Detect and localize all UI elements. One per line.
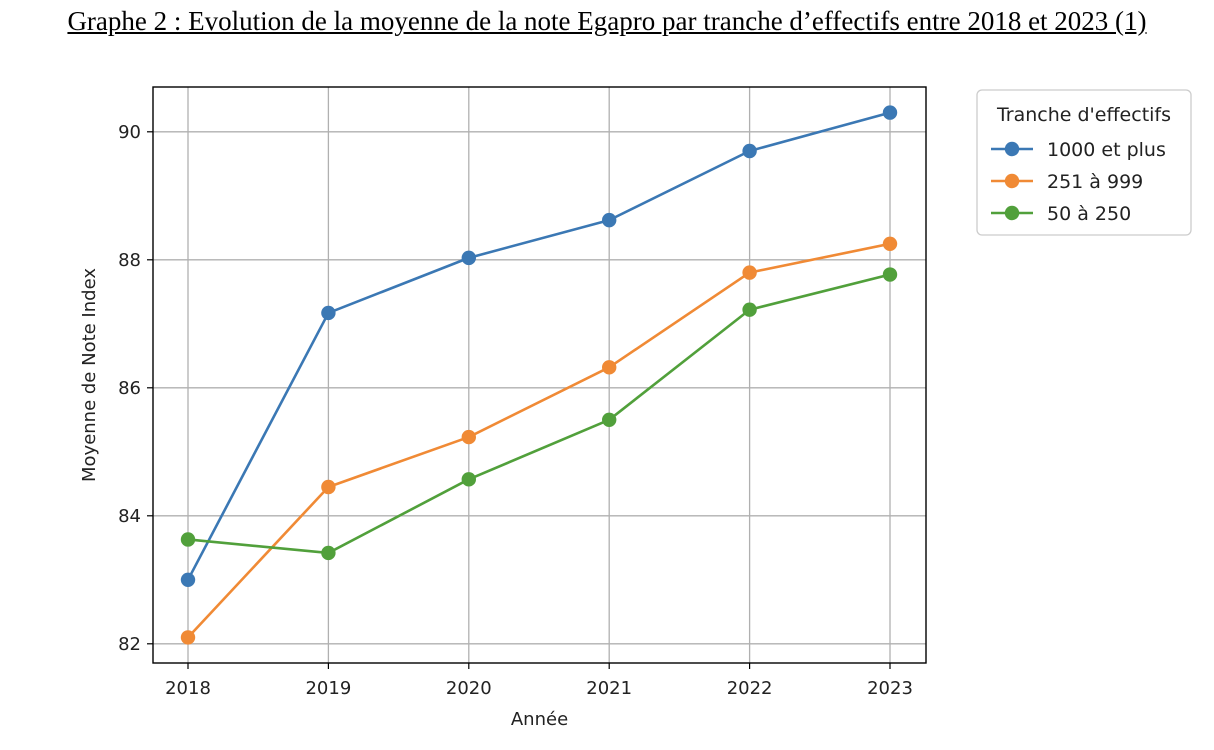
- legend-title: Tranche d'effectifs: [996, 104, 1171, 126]
- plot-area: [153, 87, 926, 663]
- y-tick-label-86: 86: [118, 378, 141, 399]
- legend-label-2: 50 à 250: [1047, 203, 1131, 225]
- data-point-s1-2023: [882, 236, 898, 251]
- data-point-s0-2023: [882, 105, 898, 120]
- data-point-s0-2020: [461, 250, 476, 266]
- data-point-s2-2021: [602, 412, 617, 427]
- y-tick-label-90: 90: [118, 122, 141, 143]
- data-point-s2-2023: [882, 267, 898, 282]
- data-point-s2-2022: [742, 302, 757, 317]
- legend-box: [976, 89, 1192, 236]
- data-point-s2-2019: [321, 545, 336, 561]
- data-point-s0-2019: [321, 305, 336, 321]
- data-point-s2-2020: [461, 472, 476, 487]
- y-axis-label: Moyenne de Note Index: [79, 268, 100, 482]
- legend-label-1: 251 à 999: [1047, 171, 1143, 193]
- x-tick-label-2023: 2023: [867, 678, 913, 699]
- data-point-s1-2019: [321, 479, 336, 495]
- page-title: Graphe 2 : Evolution de la moyenne de la…: [67, 6, 1147, 36]
- legend-marker-1: [1004, 173, 1020, 189]
- y-tick-label-88: 88: [118, 250, 141, 271]
- axes-frame: [152, 86, 927, 664]
- y-tick-label-84: 84: [118, 506, 141, 527]
- y-tick-label-82: 82: [118, 634, 141, 655]
- data-point-s0-2018: [180, 572, 196, 587]
- series-line-0: [186, 111, 891, 581]
- series-line-1: [187, 242, 891, 639]
- legend-marker-0: [1004, 141, 1020, 157]
- x-tick-label-2022: 2022: [727, 678, 773, 699]
- legend-label-0: 1000 et plus: [1047, 139, 1166, 161]
- data-point-s1-2021: [602, 360, 617, 375]
- data-point-s1-2022: [742, 265, 757, 280]
- data-point-s1-2018: [180, 630, 196, 645]
- x-tick-label-2019: 2019: [305, 678, 351, 699]
- x-axis-label: Année: [511, 709, 568, 730]
- data-point-s0-2022: [742, 143, 757, 159]
- data-point-s2-2018: [180, 532, 196, 547]
- x-tick-label-2021: 2021: [586, 678, 632, 699]
- data-point-s1-2020: [461, 429, 476, 445]
- x-tick-label-2020: 2020: [446, 678, 492, 699]
- series-line-2: [187, 273, 891, 555]
- legend-marker-2: [1004, 205, 1020, 221]
- data-point-s0-2021: [602, 212, 617, 228]
- x-tick-label-2018: 2018: [165, 678, 211, 699]
